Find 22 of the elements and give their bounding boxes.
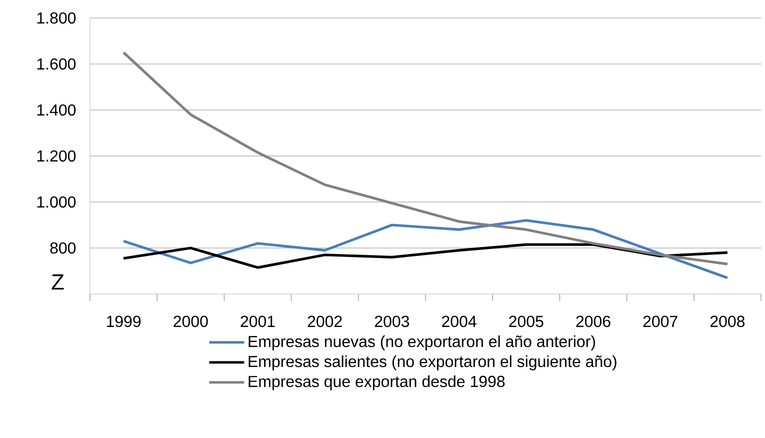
x-tick-label: 2005 — [509, 316, 544, 328]
legend-label: Empresas salientes (no exportaron el siguiente año) — [248, 355, 616, 370]
x-tick-label: 2001 — [240, 316, 275, 328]
line-series — [122, 219, 729, 280]
text: Z — [52, 274, 64, 290]
x-tick-label: 2004 — [442, 316, 476, 328]
x-tick-label: 2000 — [174, 316, 208, 328]
legend-label: Empresas que exportan desde 1998 — [248, 375, 505, 390]
y-tick-label: 1.800 — [37, 12, 76, 24]
x-tick-label: 1999 — [106, 316, 141, 328]
y-tick-label: 1.400 — [37, 104, 76, 116]
y-tick-label: 1.600 — [37, 58, 76, 70]
legend-label: Empresas nuevas (no exportaron el año anterior) — [248, 335, 596, 350]
x-tick-label: 2007 — [643, 316, 678, 328]
y-tick-label: 1.200 — [37, 150, 76, 162]
x-tick-label: 2006 — [576, 316, 610, 328]
y-tick-label: 800 — [50, 242, 76, 254]
x-tick-label: 2008 — [710, 316, 745, 328]
line-series — [122, 51, 729, 266]
x-tick-label: 2003 — [374, 316, 410, 328]
x-tick-label: 2002 — [308, 316, 342, 328]
y-tick-label: 1.000 — [37, 196, 76, 208]
